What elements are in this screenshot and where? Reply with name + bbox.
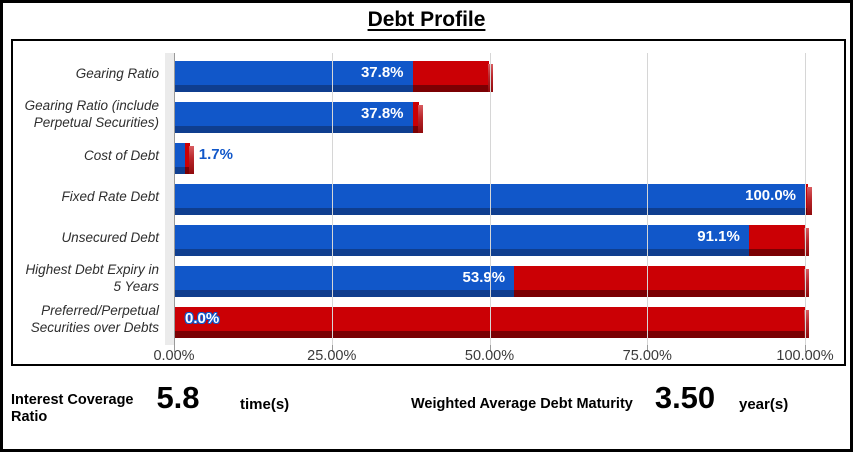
category-label: Gearing Ratio bbox=[75, 65, 159, 81]
x-axis-tick-label: 0.00% bbox=[153, 348, 195, 364]
debt-maturity-value: 3.50 bbox=[654, 380, 716, 415]
bar-row: Unsecured Debt 91.1% bbox=[13, 220, 844, 261]
x-axis-tick bbox=[489, 345, 491, 352]
bar-segment-red bbox=[184, 143, 194, 174]
bar-segment-blue bbox=[174, 143, 185, 174]
bar-3d-cap bbox=[803, 269, 809, 297]
x-axis-tick bbox=[174, 345, 175, 352]
x-gridline bbox=[331, 53, 333, 345]
bar-3d-cap bbox=[188, 146, 194, 174]
bar-rows: Gearing Ratio 37.8% Gearing Ratio (include… bbox=[13, 56, 844, 343]
interest-coverage-value: 5.8 bbox=[156, 380, 200, 415]
debt-maturity-label: Weighted Average Debt Maturity bbox=[411, 396, 633, 412]
bar-segment-blue bbox=[174, 102, 413, 133]
bar-segment-red bbox=[412, 61, 494, 92]
bar-row: Preferred/Perpetual Securities over Debt… bbox=[13, 302, 844, 343]
bar-3d-cap bbox=[804, 310, 809, 338]
category-label: Cost of Debt bbox=[83, 147, 159, 163]
bar-segment-blue bbox=[174, 266, 515, 297]
bar-segment-red bbox=[805, 184, 813, 215]
bar-segment-blue bbox=[174, 225, 749, 256]
interest-coverage-unit: time(s) bbox=[240, 396, 290, 413]
bar-value-label: 37.8% bbox=[360, 105, 404, 122]
x-axis-line bbox=[174, 53, 175, 345]
bar-row: Fixed Rate Debt 100.0% bbox=[13, 179, 844, 220]
x-gridline bbox=[647, 53, 649, 345]
x-axis-tick-label: 50.00% bbox=[464, 348, 515, 364]
bar-3d-cap bbox=[803, 228, 809, 256]
bar-3d-cap bbox=[807, 187, 813, 215]
x-axis-tick bbox=[805, 345, 806, 352]
x-gridline bbox=[489, 53, 491, 345]
chart-box: Gearing Ratio 37.8% Gearing Ratio (include… bbox=[11, 39, 846, 366]
chart-title: Debt Profile bbox=[367, 8, 486, 31]
debt-maturity-unit: year(s) bbox=[739, 396, 789, 413]
bar-value-label: 37.8% bbox=[360, 64, 404, 81]
bar-3d-cap bbox=[488, 64, 494, 92]
category-label: Fixed Rate Debt bbox=[61, 188, 159, 204]
x-gridline bbox=[805, 53, 806, 345]
bar-track: 53.9% bbox=[174, 266, 809, 297]
chart-3d-wall bbox=[165, 53, 174, 345]
category-label: Highest Debt Expiry in 5 Years bbox=[25, 262, 159, 294]
bar-row: Gearing Ratio (include Perpetual Securit… bbox=[13, 97, 844, 138]
bar-value-label: 91.1% bbox=[697, 228, 740, 245]
x-axis-tick-label: 100.00% bbox=[776, 348, 834, 364]
summary-footer: Interest Coverage Ratio 5.8 time(s) Weig… bbox=[3, 368, 850, 449]
x-axis-tick-label: 25.00% bbox=[307, 348, 357, 364]
interest-coverage-label: Interest Coverage Ratio bbox=[11, 392, 134, 426]
plot-area: Gearing Ratio 37.8% Gearing Ratio (include… bbox=[13, 41, 844, 364]
bar-value-label: 53.9% bbox=[462, 269, 506, 286]
bar-value-label: 0.0% bbox=[185, 310, 220, 327]
bar-track: 37.8% bbox=[174, 102, 805, 133]
bar-track: 1.7% bbox=[174, 143, 805, 174]
category-label: Preferred/Perpetual Securities over Debt… bbox=[30, 303, 159, 335]
bar-value-label: 100.0% bbox=[745, 187, 796, 204]
category-label: Gearing Ratio (include Perpetual Securit… bbox=[24, 98, 159, 130]
bar-segment-blue bbox=[174, 61, 413, 92]
bar-track: 91.1% bbox=[174, 225, 809, 256]
bar-row: Cost of Debt 1.7% bbox=[13, 138, 844, 179]
x-axis-tick bbox=[647, 345, 649, 352]
chart-title-row: Debt Profile bbox=[3, 8, 850, 32]
bar-row: Gearing Ratio 37.8% bbox=[13, 56, 844, 97]
bar-3d-cap bbox=[417, 105, 423, 133]
bar-row: Highest Debt Expiry in 5 Years 53.9% bbox=[13, 261, 844, 302]
bar-segment-red bbox=[748, 225, 809, 256]
bar-value-label: 1.7% bbox=[198, 146, 233, 163]
bar-track: 37.8% bbox=[174, 61, 805, 92]
category-label: Unsecured Debt bbox=[61, 229, 159, 245]
bar-segment-red bbox=[514, 266, 809, 297]
x-axis-tick bbox=[331, 345, 333, 352]
x-axis-tick-label: 75.00% bbox=[622, 348, 672, 364]
bar-segment-red bbox=[412, 102, 423, 133]
